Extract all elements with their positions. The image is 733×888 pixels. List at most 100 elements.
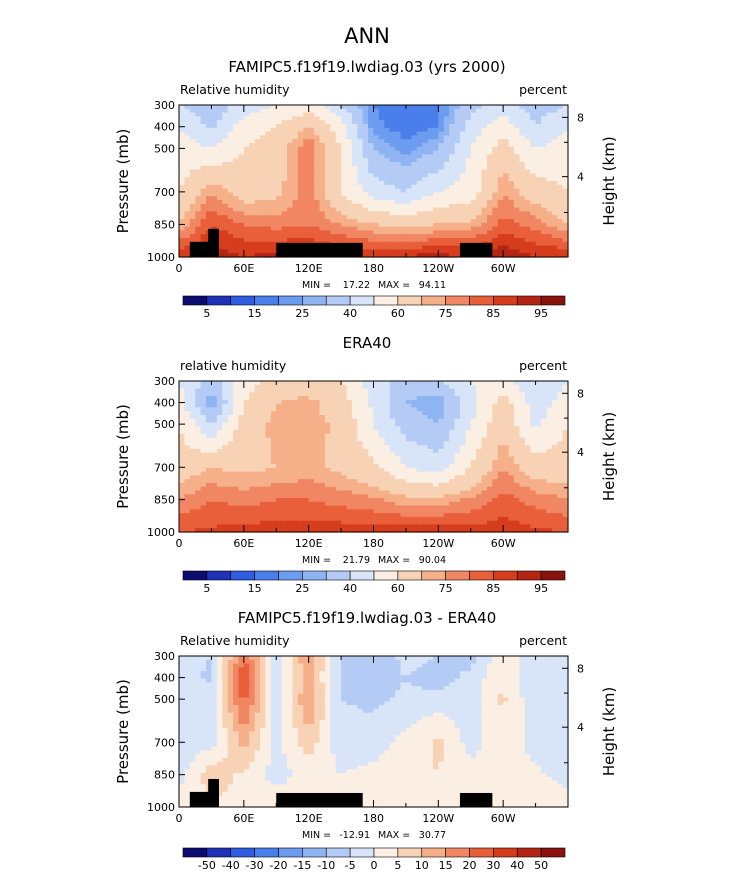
field-cell bbox=[503, 241, 510, 247]
field-cell bbox=[249, 108, 256, 114]
field-cell bbox=[492, 219, 499, 224]
field-cell bbox=[319, 430, 326, 435]
field-cell bbox=[260, 169, 267, 174]
field-cell bbox=[341, 464, 348, 469]
field-cell bbox=[481, 433, 488, 439]
field-cell bbox=[454, 181, 461, 186]
field-cell bbox=[422, 165, 429, 171]
field-cell bbox=[503, 479, 510, 484]
field-cell bbox=[222, 241, 229, 247]
field-cell bbox=[243, 396, 250, 401]
field-cell bbox=[422, 230, 429, 235]
field-cell bbox=[324, 448, 331, 454]
field-cell bbox=[405, 452, 412, 458]
field-cell bbox=[206, 127, 213, 133]
field-cell bbox=[551, 135, 558, 140]
field-cell bbox=[292, 464, 299, 469]
field-cell bbox=[449, 245, 456, 250]
field-cell bbox=[438, 108, 445, 114]
field-cell bbox=[546, 188, 553, 193]
field-cell bbox=[206, 188, 213, 193]
field-cell bbox=[368, 112, 375, 117]
field-cell bbox=[546, 222, 553, 228]
field-cell bbox=[486, 108, 493, 114]
field-cell bbox=[432, 135, 439, 140]
field-cell bbox=[443, 433, 450, 439]
field-cell bbox=[179, 399, 185, 405]
field-cell bbox=[179, 448, 185, 454]
field-cell bbox=[314, 181, 321, 186]
field-cell bbox=[492, 381, 499, 386]
field-cell bbox=[422, 426, 429, 431]
field-cell bbox=[449, 139, 456, 144]
field-cell bbox=[216, 230, 223, 235]
field-cell bbox=[378, 245, 385, 250]
field-cell bbox=[297, 445, 304, 450]
field-cell bbox=[405, 124, 412, 129]
field-cell bbox=[416, 430, 423, 435]
field-cell bbox=[357, 226, 364, 231]
field-cell bbox=[216, 422, 223, 427]
field-cell bbox=[254, 249, 261, 254]
field-cell bbox=[200, 105, 207, 110]
field-cell bbox=[454, 464, 461, 469]
field-cell bbox=[449, 181, 456, 186]
colorbar-label: 85 bbox=[486, 307, 500, 320]
field-cell bbox=[557, 422, 564, 427]
field-cell bbox=[362, 441, 369, 446]
field-cell bbox=[540, 414, 547, 420]
field-cell bbox=[233, 234, 240, 239]
field-cell bbox=[373, 381, 380, 386]
field-cell bbox=[260, 131, 267, 136]
field-cell bbox=[476, 105, 483, 110]
field-cell bbox=[260, 396, 267, 401]
field-cell bbox=[238, 426, 245, 431]
field-cell bbox=[243, 230, 250, 235]
field-cell bbox=[281, 181, 288, 186]
field-cell bbox=[384, 127, 391, 133]
field-cell bbox=[184, 146, 191, 152]
field-cell bbox=[276, 192, 283, 197]
field-cell bbox=[454, 143, 461, 148]
field-cell bbox=[308, 108, 315, 114]
field-cell bbox=[454, 215, 461, 220]
field-cell bbox=[465, 165, 472, 171]
field-cell bbox=[297, 441, 304, 446]
field-cell bbox=[443, 437, 450, 443]
field-cell bbox=[497, 219, 504, 224]
field-cell bbox=[362, 430, 369, 435]
field-cell bbox=[492, 426, 499, 431]
field-cell bbox=[276, 215, 283, 220]
field-cell bbox=[492, 184, 499, 190]
field-cell bbox=[265, 196, 272, 201]
field-cell bbox=[330, 116, 337, 121]
field-cell bbox=[551, 411, 558, 416]
field-cell bbox=[546, 162, 553, 167]
field-cell bbox=[557, 146, 564, 152]
field-cell bbox=[422, 467, 429, 473]
field-cell bbox=[411, 448, 418, 454]
field-cell bbox=[513, 245, 520, 250]
field-cell bbox=[324, 177, 331, 182]
field-cell bbox=[465, 211, 472, 216]
field-cell bbox=[519, 203, 526, 209]
field-cell bbox=[373, 219, 380, 224]
field-cell bbox=[243, 403, 250, 409]
field-cell bbox=[233, 460, 240, 465]
field-cell bbox=[535, 245, 542, 250]
field-cell bbox=[519, 422, 526, 427]
field-cell bbox=[281, 403, 288, 409]
field-cell bbox=[303, 158, 310, 163]
field-cell bbox=[432, 196, 439, 201]
field-cell bbox=[287, 112, 294, 117]
field-cell bbox=[184, 234, 191, 239]
field-cell bbox=[184, 238, 191, 243]
field-cell bbox=[184, 411, 191, 416]
field-cell bbox=[389, 422, 396, 427]
field-cell bbox=[243, 173, 250, 178]
field-cell bbox=[357, 131, 364, 136]
field-cell bbox=[270, 146, 277, 152]
field-cell bbox=[562, 211, 569, 216]
field-cell bbox=[389, 418, 396, 424]
field-cell bbox=[530, 120, 537, 125]
